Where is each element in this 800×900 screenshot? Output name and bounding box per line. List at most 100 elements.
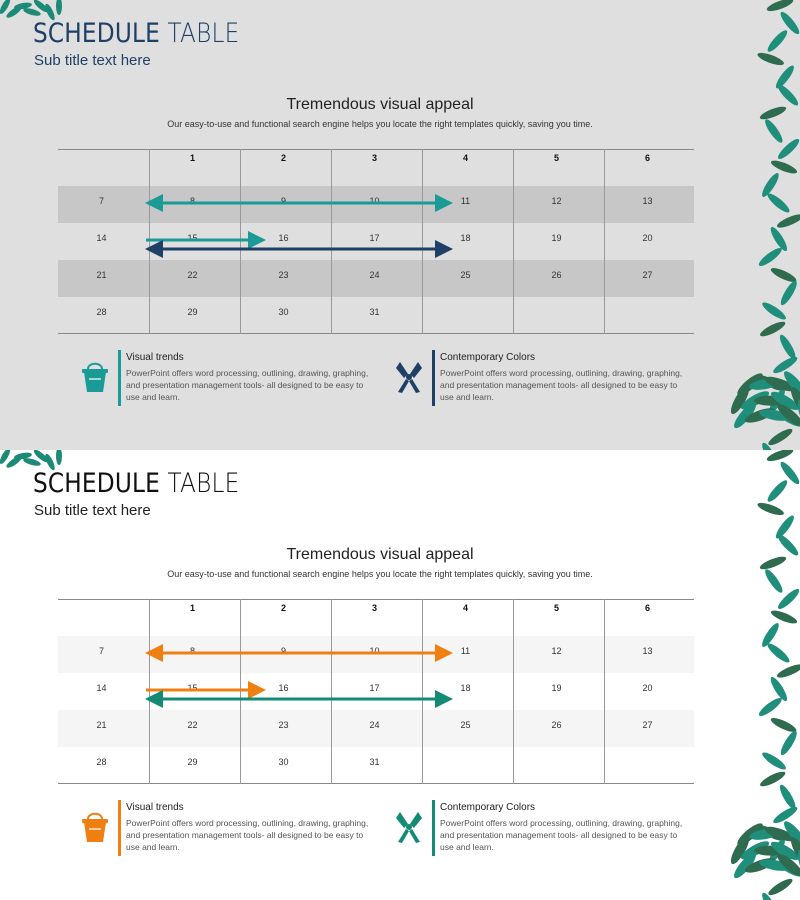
table-cell: 7 bbox=[98, 646, 104, 656]
table-header-cell: 5 bbox=[553, 153, 559, 163]
row-shading bbox=[58, 260, 694, 297]
table-cell: 26 bbox=[551, 720, 562, 730]
table-column-divider bbox=[513, 599, 514, 784]
feature-accent-bar bbox=[432, 350, 435, 406]
table-bottom-border bbox=[58, 333, 694, 334]
table-top-border bbox=[58, 599, 694, 600]
table-cell: 30 bbox=[278, 307, 289, 317]
corner-leaf-decoration bbox=[0, 0, 80, 30]
table-row: 14 15 16 17 18 19 20 bbox=[58, 673, 694, 710]
table-cell: 20 bbox=[642, 683, 653, 693]
table-cell: 16 bbox=[278, 233, 289, 243]
table-cell: 27 bbox=[642, 720, 653, 730]
section-heading: Tremendous visual appeal bbox=[286, 96, 474, 113]
page-title: SCHEDULE TABLE bbox=[33, 18, 240, 49]
table-header-cell: 3 bbox=[371, 603, 377, 613]
bucket-icon bbox=[80, 360, 110, 394]
table-column-divider bbox=[604, 599, 605, 784]
table-cell: 17 bbox=[369, 233, 380, 243]
table-cell: 15 bbox=[187, 233, 198, 243]
section-description: Our easy-to-use and functional search en… bbox=[167, 569, 593, 579]
table-cell: 17 bbox=[369, 683, 380, 693]
table-top-border bbox=[58, 149, 694, 150]
table-header-cell: 5 bbox=[553, 603, 559, 613]
table-cell: 22 bbox=[187, 270, 198, 280]
section-heading: Tremendous visual appeal bbox=[286, 546, 474, 563]
table-header-cell: 2 bbox=[280, 153, 286, 163]
table-cell: 14 bbox=[96, 683, 107, 693]
table-cell: 15 bbox=[187, 683, 198, 693]
table-cell: 28 bbox=[96, 757, 107, 767]
table-cell: 30 bbox=[278, 757, 289, 767]
table-cell: 18 bbox=[460, 233, 471, 243]
leaf-decoration bbox=[710, 0, 800, 450]
table-header-cell: 2 bbox=[280, 603, 286, 613]
table-cell: 27 bbox=[642, 270, 653, 280]
feature-title: Contemporary Colors bbox=[440, 352, 536, 363]
feature-title: Contemporary Colors bbox=[440, 802, 536, 813]
table-cell: 11 bbox=[460, 196, 471, 206]
feature-title: Visual trends bbox=[126, 802, 184, 813]
table-cell: 13 bbox=[642, 646, 653, 656]
table-cell: 12 bbox=[551, 196, 562, 206]
table-cell: 23 bbox=[278, 720, 289, 730]
table-cell: 21 bbox=[96, 720, 107, 730]
table-row: 28 29 30 31 bbox=[58, 747, 694, 784]
table-cell: 11 bbox=[460, 646, 471, 656]
schedule-table: 1 2 3 4 5 6 7 8 9 10 11 12 13 14 15 16 17 18 19 20 21 22 23 24 2… bbox=[58, 149, 694, 334]
table-cell: 23 bbox=[278, 270, 289, 280]
table-cell: 14 bbox=[96, 233, 107, 243]
table-bottom-border bbox=[58, 783, 694, 784]
feature-text: PowerPoint offers word processing, outli… bbox=[440, 368, 683, 402]
table-cell: 29 bbox=[187, 757, 198, 767]
table-column-divider bbox=[604, 149, 605, 334]
schedule-arrows bbox=[145, 194, 453, 258]
slide-1: SCHEDULE TABLE Sub title text here Tremend… bbox=[0, 0, 800, 450]
table-cell: 19 bbox=[551, 233, 562, 243]
table-cell: 24 bbox=[369, 270, 380, 280]
table-header-cell: 6 bbox=[644, 153, 650, 163]
table-cell: 22 bbox=[187, 720, 198, 730]
feature-accent-bar bbox=[118, 800, 121, 856]
page-subtitle: Sub title text here bbox=[34, 52, 151, 69]
page-title: SCHEDULE TABLE bbox=[33, 468, 240, 499]
pliers-icon bbox=[394, 810, 424, 844]
table-cell: 20 bbox=[642, 233, 653, 243]
table-row: 21 22 23 24 25 26 27 bbox=[58, 260, 694, 297]
table-header-cell: 6 bbox=[644, 603, 650, 613]
feature-text: PowerPoint offers word processing, outli… bbox=[126, 368, 369, 402]
feature-accent-bar bbox=[432, 800, 435, 856]
table-header-cell: 4 bbox=[462, 603, 468, 613]
table-cell: 19 bbox=[551, 683, 562, 693]
table-row: 21 22 23 24 25 26 27 bbox=[58, 710, 694, 747]
table-header-row: 1 2 3 4 5 6 bbox=[58, 149, 694, 186]
feature-accent-bar bbox=[118, 350, 121, 406]
slide-2: SCHEDULE TABLE Sub title text here Tremend… bbox=[0, 450, 800, 900]
table-row: 14 15 16 17 18 19 20 bbox=[58, 223, 694, 260]
table-cell: 28 bbox=[96, 307, 107, 317]
table-cell: 31 bbox=[369, 307, 380, 317]
table-header-row: 1 2 3 4 5 6 bbox=[58, 599, 694, 636]
table-cell: 25 bbox=[460, 720, 471, 730]
table-cell: 24 bbox=[369, 720, 380, 730]
feature-text: PowerPoint offers word processing, outli… bbox=[440, 818, 683, 852]
table-header-cell: 1 bbox=[189, 153, 195, 163]
leaf-decoration bbox=[710, 450, 800, 900]
page-subtitle: Sub title text here bbox=[34, 502, 151, 519]
row-shading bbox=[58, 710, 694, 747]
table-cell: 7 bbox=[98, 196, 104, 206]
table-column-divider bbox=[513, 149, 514, 334]
table-header-cell: 1 bbox=[189, 603, 195, 613]
table-cell: 26 bbox=[551, 270, 562, 280]
feature-text: PowerPoint offers word processing, outli… bbox=[126, 818, 369, 852]
table-cell: 29 bbox=[187, 307, 198, 317]
table-cell: 13 bbox=[642, 196, 653, 206]
schedule-arrows bbox=[145, 644, 453, 708]
table-cell: 25 bbox=[460, 270, 471, 280]
table-cell: 16 bbox=[278, 683, 289, 693]
feature-title: Visual trends bbox=[126, 352, 184, 363]
table-header-cell: 4 bbox=[462, 153, 468, 163]
table-cell: 18 bbox=[460, 683, 471, 693]
table-cell: 12 bbox=[551, 646, 562, 656]
pliers-icon bbox=[394, 360, 424, 394]
